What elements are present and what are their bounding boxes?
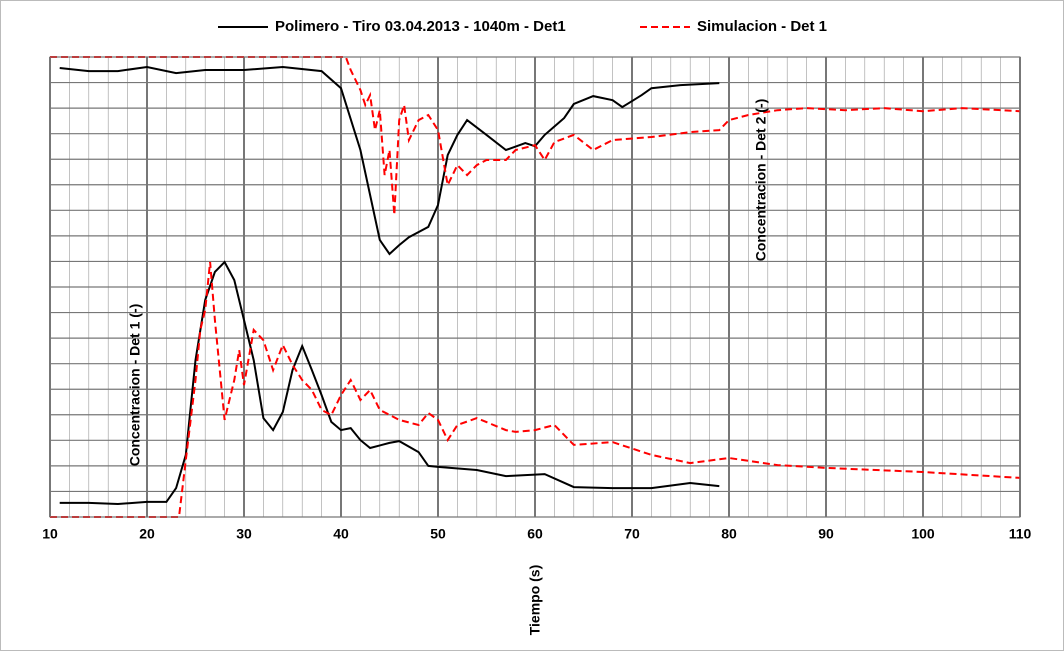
x-tick-label: 110 <box>1009 526 1032 542</box>
x-tick-label: 90 <box>818 526 834 542</box>
x-tick-label: 100 <box>911 526 935 542</box>
annotation: Concentracion - Det 1 (-) <box>127 304 143 467</box>
legend: Polimero - Tiro 03.04.2013 - 1040m - Det… <box>218 18 827 35</box>
legend-label: Simulacion - Det 1 <box>697 18 827 35</box>
x-tick-label: 10 <box>42 526 58 542</box>
x-tick-label: 50 <box>430 526 446 542</box>
annotation: Concentracion - Det 2 (-) <box>753 99 769 262</box>
plot-border <box>49 56 1021 518</box>
series-line <box>59 65 720 506</box>
x-tick-label: 70 <box>624 526 640 542</box>
x-tick-label: 40 <box>333 526 349 542</box>
grid <box>49 56 1021 518</box>
x-tick-label: 20 <box>139 526 155 542</box>
x-tick-label: 80 <box>721 526 737 542</box>
lines <box>50 56 1021 518</box>
x-tick-label: 60 <box>527 526 543 542</box>
legend-label: Polimero - Tiro 03.04.2013 - 1040m - Det… <box>275 18 566 35</box>
x-axis-label: Tiempo (s) <box>527 565 543 636</box>
x-tick-label: 30 <box>236 526 252 542</box>
series-line <box>50 56 1021 518</box>
